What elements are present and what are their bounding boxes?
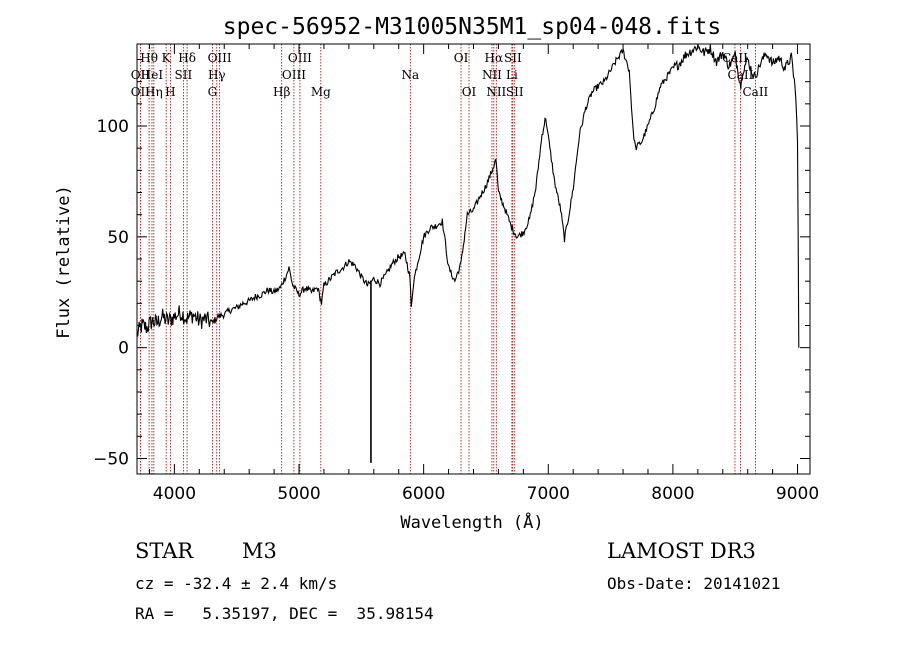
x-tick-label: 7000: [527, 484, 570, 504]
spectral-line-label: SII: [504, 51, 522, 65]
x-tick-label: 5000: [277, 484, 320, 504]
spectral-line-label: Mg: [311, 85, 331, 99]
spectral-line-label: SII: [506, 85, 524, 99]
spectrum-curve: [136, 44, 800, 348]
spectral-line-label: CaII: [722, 51, 748, 65]
observation-date: Obs-Date: 20141021: [607, 574, 781, 593]
y-tick-label: 100: [97, 117, 129, 137]
spectral-line-label: K: [162, 51, 172, 65]
ra-dec-coordinates: RA = 5.35197, DEC = 35.98154: [135, 604, 434, 623]
redshift-cz: cz = -32.4 ± 2.4 km/s: [135, 574, 338, 593]
y-tick-label: 50: [107, 228, 129, 248]
spectral-line-label: Hα: [485, 51, 504, 65]
spectral-line-label: OIII: [208, 51, 232, 65]
chart-title: spec-56952-M31005N35M1_sp04-048.fits: [223, 14, 722, 40]
spectral-line-label: G: [208, 85, 218, 99]
spectral-line-label: Hβ: [273, 85, 290, 99]
spectral-line-label: OI: [454, 51, 469, 65]
spectral-line-label: OI: [462, 85, 477, 99]
axis-tick-labels: 4000 5000 6000 7000 8000 9000 −50 0 50 100: [93, 117, 819, 504]
spectral-line-label: Hη: [145, 85, 163, 99]
spectral-line-label: Hθ: [140, 51, 158, 65]
survey-name: LAMOST DR3: [607, 539, 756, 563]
y-tick-label: 0: [118, 339, 129, 359]
spectral-line-label: NII: [486, 85, 506, 99]
spectral-line-label: Li: [506, 68, 518, 82]
spectral-line-label: H: [165, 85, 175, 99]
spectral-line-label: Na: [401, 68, 419, 82]
spectral-line-label: HeI: [141, 68, 164, 82]
spectral-line-label: OII: [131, 68, 151, 82]
x-tick-label: 9000: [776, 484, 819, 504]
spectral-line-label: OIII: [282, 68, 306, 82]
plot-frame: [136, 43, 811, 475]
spectral-lines: [139, 44, 756, 474]
spectral-line-label: CaII: [728, 68, 754, 82]
object-type: STAR: [135, 539, 194, 563]
x-tick-label: 4000: [153, 484, 196, 504]
spectral-line-label: Hγ: [208, 68, 226, 82]
spectral-line-label: Hδ: [178, 51, 196, 65]
spectral-line-label: CaII: [742, 85, 768, 99]
axis-ticks: [137, 44, 810, 474]
x-tick-label: 8000: [651, 484, 694, 504]
spectral-line-label: SII: [175, 68, 193, 82]
spectral-subclass: M3: [242, 539, 277, 563]
spectral-line-label: OIII: [288, 51, 312, 65]
x-axis-label: Wavelength (Å): [400, 511, 543, 533]
spectral-line-label: OII: [131, 85, 151, 99]
y-axis-label: Flux (relative): [54, 185, 74, 339]
spectral-line-label: NII: [482, 68, 502, 82]
y-tick-label: −50: [93, 449, 129, 469]
x-tick-label: 6000: [402, 484, 445, 504]
